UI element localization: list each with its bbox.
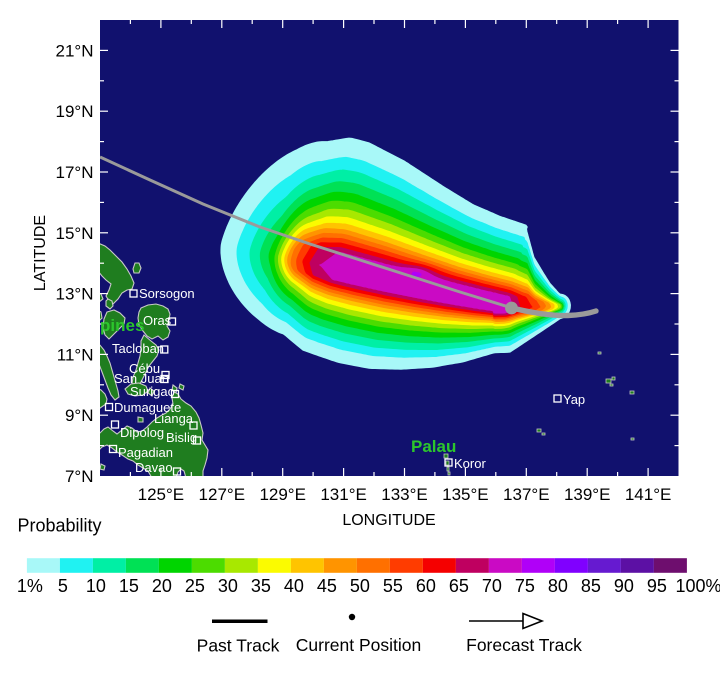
svg-text:60: 60 xyxy=(416,576,436,596)
svg-text:Palau: Palau xyxy=(411,437,456,456)
svg-text:25: 25 xyxy=(185,576,205,596)
svg-text:65: 65 xyxy=(449,576,469,596)
svg-text:129°E: 129°E xyxy=(259,485,306,504)
svg-text:19°N: 19°N xyxy=(56,102,94,121)
svg-text:Probability: Probability xyxy=(18,516,102,536)
svg-text:Pagadian: Pagadian xyxy=(118,445,173,460)
svg-text:141°E: 141°E xyxy=(625,485,672,504)
svg-text:Bislig: Bislig xyxy=(166,430,197,445)
svg-text:90: 90 xyxy=(614,576,634,596)
svg-text:70: 70 xyxy=(482,576,502,596)
svg-text:Yap: Yap xyxy=(563,392,585,407)
svg-text:40: 40 xyxy=(284,576,304,596)
svg-text:35: 35 xyxy=(251,576,271,596)
svg-text:Koror: Koror xyxy=(454,456,486,471)
svg-text:133°E: 133°E xyxy=(381,485,428,504)
svg-text:5: 5 xyxy=(58,576,68,596)
svg-text:1%: 1% xyxy=(17,576,43,596)
svg-text:Oras: Oras xyxy=(143,313,172,328)
svg-text:137°E: 137°E xyxy=(503,485,550,504)
svg-text:Sorsogon: Sorsogon xyxy=(139,286,195,301)
svg-text:17°N: 17°N xyxy=(56,163,94,182)
svg-text:10: 10 xyxy=(86,576,106,596)
svg-text:55: 55 xyxy=(383,576,403,596)
svg-text:100%: 100% xyxy=(675,576,720,596)
svg-text:127°E: 127°E xyxy=(199,485,246,504)
svg-text:9°N: 9°N xyxy=(65,406,94,425)
svg-text:pines: pines xyxy=(100,316,144,335)
svg-text:Cébu: Cébu xyxy=(129,361,160,376)
svg-text:Surigao: Surigao xyxy=(130,384,175,399)
svg-text:Current Position: Current Position xyxy=(296,635,421,655)
svg-text:45: 45 xyxy=(317,576,337,596)
svg-text:80: 80 xyxy=(548,576,568,596)
svg-text:20: 20 xyxy=(152,576,172,596)
svg-text:Davao: Davao xyxy=(135,460,173,475)
svg-text:San Juan: San Juan xyxy=(114,371,169,386)
svg-text:15°N: 15°N xyxy=(56,224,94,243)
svg-text:21°N: 21°N xyxy=(56,41,94,60)
svg-text:125°E: 125°E xyxy=(138,485,185,504)
svg-text:75: 75 xyxy=(515,576,535,596)
svg-text:Tacloban: Tacloban xyxy=(112,341,164,356)
svg-text:11°N: 11°N xyxy=(57,345,94,364)
svg-text:135°E: 135°E xyxy=(442,485,489,504)
svg-text:Dipolog: Dipolog xyxy=(120,425,164,440)
svg-text:Past Track: Past Track xyxy=(197,636,280,656)
svg-text:30: 30 xyxy=(218,576,238,596)
svg-text:Forecast Track: Forecast Track xyxy=(466,635,582,655)
svg-text:LONGITUDE: LONGITUDE xyxy=(342,512,435,529)
svg-text:50: 50 xyxy=(350,576,370,596)
svg-text:139°E: 139°E xyxy=(564,485,611,504)
svg-text:131°E: 131°E xyxy=(320,485,367,504)
svg-text:LATITUDE: LATITUDE xyxy=(32,215,49,291)
svg-text:13°N: 13°N xyxy=(56,285,94,304)
svg-text:7°N: 7°N xyxy=(65,467,94,486)
svg-text:Lianga: Lianga xyxy=(154,411,194,426)
svg-text:15: 15 xyxy=(119,576,139,596)
svg-text:85: 85 xyxy=(581,576,601,596)
svg-text:Dumaguete: Dumaguete xyxy=(114,400,181,415)
svg-text:95: 95 xyxy=(647,576,667,596)
